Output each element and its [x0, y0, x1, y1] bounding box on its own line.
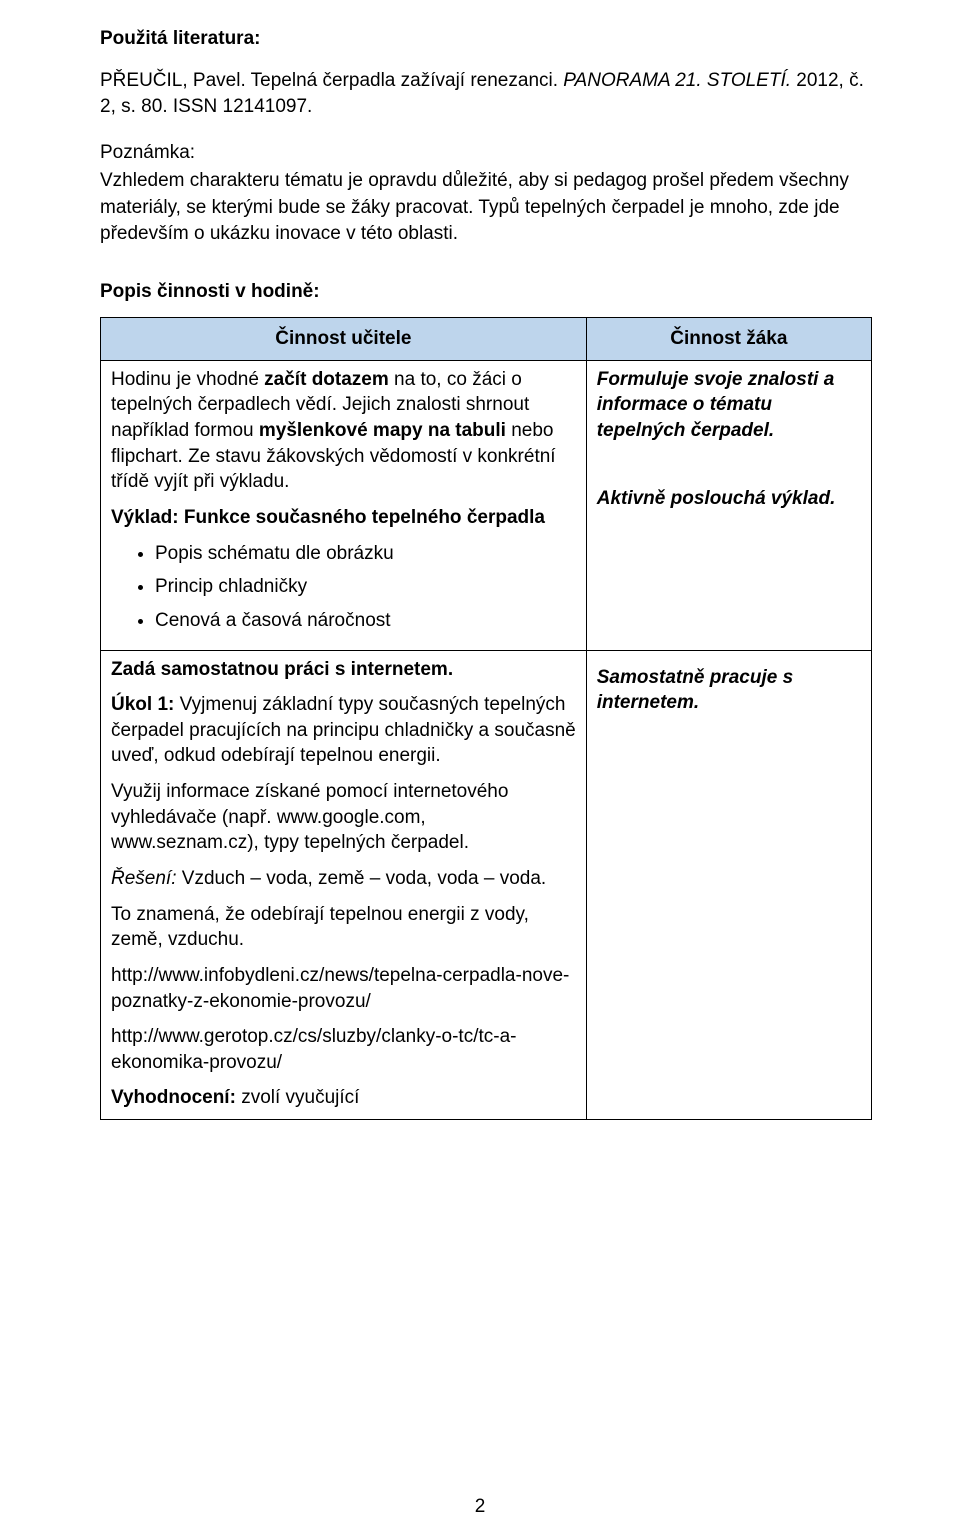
teacher-cell: Zadá samostatnou práci s internetem. Úko… — [101, 650, 587, 1120]
text: Hodinu je vhodné — [111, 369, 264, 390]
literature-heading: Použitá literatura: — [100, 28, 872, 50]
student-text: Aktivně poslouchá výklad. — [597, 486, 861, 512]
citation-journal: PANORAMA 21. STOLETÍ. — [563, 70, 791, 91]
student-text: Samostatně pracuje s internetem. — [597, 665, 861, 716]
activity-table: Činnost učitele Činnost žáka Hodinu je v… — [100, 317, 872, 1120]
solution-text: Vzduch – voda, země – voda, voda – voda. — [182, 868, 546, 889]
col-teacher-header: Činnost učitele — [101, 318, 587, 361]
table-row: Hodinu je vhodné začít dotazem na to, co… — [101, 360, 872, 650]
text-bold: začít dotazem — [264, 369, 389, 390]
evaluation-label: Vyhodnocení: — [111, 1087, 241, 1108]
citation-title: Tepelná čerpadla zažívají renezanci. — [251, 70, 564, 91]
task-heading: Zadá samostatnou práci s internetem. — [111, 657, 576, 683]
task-1: Úkol 1: Vyjmenuj základní typy současnýc… — [111, 692, 576, 769]
lecture-heading: Výklad: Funkce současného tepelného čerp… — [111, 505, 576, 531]
list-item: Popis schématu dle obrázku — [155, 541, 576, 567]
section-title: Popis činnosti v hodině: — [100, 281, 872, 303]
link-text: http://www.infobydleni.cz/news/tepelna-c… — [111, 963, 576, 1014]
table-row: Zadá samostatnou práci s internetem. Úko… — [101, 650, 872, 1120]
evaluation-text: zvolí vyučující — [241, 1087, 359, 1108]
teacher-paragraph: Využij informace získané pomocí internet… — [111, 779, 576, 856]
student-cell: Samostatně pracuje s internetem. — [586, 650, 871, 1120]
list-item: Princip chladničky — [155, 574, 576, 600]
teacher-paragraph: Hodinu je vhodné začít dotazem na to, co… — [111, 367, 576, 495]
solution: Řešení: Vzduch – voda, země – voda, voda… — [111, 866, 576, 892]
teacher-paragraph: To znamená, že odebírají tepelnou energi… — [111, 902, 576, 953]
lecture-bullets: Popis schématu dle obrázku Princip chlad… — [111, 541, 576, 634]
page: Použitá literatura: PŘEUČIL, Pavel. Tepe… — [0, 0, 960, 1540]
teacher-cell: Hodinu je vhodné začít dotazem na to, co… — [101, 360, 587, 650]
note-label: Poznámka: — [100, 142, 872, 164]
list-item: Cenová a časová náročnost — [155, 608, 576, 634]
task-label: Úkol 1: — [111, 694, 174, 715]
table-header-row: Činnost učitele Činnost žáka — [101, 318, 872, 361]
note-text: Vzhledem charakteru tématu je opravdu dů… — [100, 168, 872, 247]
col-student-header: Činnost žáka — [586, 318, 871, 361]
task-text: Vyjmenuj základní typy současných tepeln… — [111, 694, 576, 766]
student-cell: Formuluje svoje znalosti a informace o t… — [586, 360, 871, 650]
citation-author: PŘEUČIL, Pavel. — [100, 70, 251, 91]
solution-label: Řešení: — [111, 868, 182, 889]
evaluation: Vyhodnocení: zvolí vyučující — [111, 1085, 576, 1111]
page-number: 2 — [0, 1496, 960, 1518]
student-text: Formuluje svoje znalosti a informace o t… — [597, 367, 861, 444]
text-bold: myšlenkové mapy na tabuli — [259, 420, 506, 441]
citation: PŘEUČIL, Pavel. Tepelná čerpadla zažívaj… — [100, 68, 872, 120]
link-text: http://www.gerotop.cz/cs/sluzby/clanky-o… — [111, 1024, 576, 1075]
